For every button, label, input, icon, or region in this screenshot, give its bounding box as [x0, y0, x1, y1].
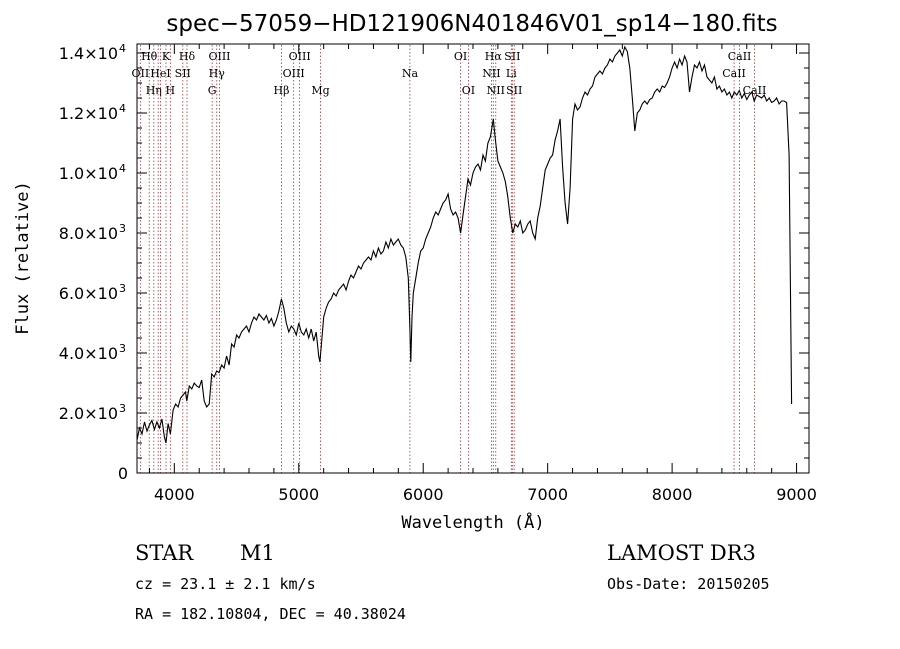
spectral-line-label: Na: [402, 67, 419, 80]
y-tick-exponent: 4: [119, 102, 126, 115]
object-class: STAR: [135, 541, 194, 565]
spectral-line-label: Li: [506, 67, 517, 80]
x-tick-label: 5000: [278, 485, 319, 504]
y-axis-label: Flux (relative): [13, 181, 33, 335]
coordinates-text: RA = 182.10804, DEC = 40.38024: [135, 605, 406, 623]
x-tick-label: 4000: [154, 485, 195, 504]
spectral-line-label: OIII: [289, 50, 311, 63]
spectral-line-label: SII: [504, 50, 520, 63]
spectral-line-label: Hα: [485, 50, 503, 63]
x-axis-label: Wavelength (Å): [401, 511, 544, 533]
spectral-line-label: H: [166, 84, 176, 97]
spectral-line-label: CaII: [743, 84, 767, 97]
redshift-text: cz = 23.1 ± 2.1 km/s: [135, 575, 316, 593]
y-tick-exponent: 3: [119, 342, 126, 355]
y-tick-label: 1.4×10: [59, 44, 118, 63]
spectral-line-label: CaII: [728, 50, 752, 63]
x-tick-label: 6000: [403, 485, 444, 504]
spectrum-line: [136, 45, 793, 444]
y-tick-exponent: 3: [119, 402, 126, 415]
y-tick-label: 0: [118, 464, 128, 483]
spectral-line-label: OIII: [283, 67, 305, 80]
spectral-line-label: Hθ: [141, 50, 158, 63]
y-tick-label: 6.0×10: [59, 284, 118, 303]
y-axis: 02.0×10 34.0×10 36.0×10 38.0×10 31.0×10 41.2×…: [59, 42, 809, 483]
y-tick-exponent: 3: [119, 222, 126, 235]
spectral-line-label: OIII: [208, 50, 230, 63]
spectral-line-labels: OII Hθ Hη HeI K H SII Hδ G Hγ OIII Hβ OIII OIII Mg Na OI…: [132, 50, 767, 97]
spectral-line-label: Hγ: [209, 67, 226, 80]
spectral-line-label: HeI: [150, 67, 170, 80]
spectral-line-label: G: [208, 84, 217, 97]
survey-name: LAMOST DR3: [607, 541, 756, 565]
spectral-line-label: Hη: [146, 84, 162, 97]
spectral-line-label: OI: [462, 84, 475, 97]
y-tick-exponent: 4: [119, 162, 126, 175]
y-tick-label: 8.0×10: [59, 224, 118, 243]
x-tick-label: 7000: [527, 485, 568, 504]
object-subclass: M1: [240, 541, 275, 565]
spectral-line-label: NII: [487, 84, 505, 97]
spectral-line-label: CaII: [722, 67, 746, 80]
spectral-line-label: Hδ: [179, 50, 196, 63]
y-tick-label: 1.2×10: [59, 104, 118, 123]
spectral-line-label: NII: [482, 67, 500, 80]
spectral-line-label: OI: [454, 50, 467, 63]
spectral-line-label: Mg: [311, 84, 329, 97]
y-tick-label: 1.0×10: [59, 164, 118, 183]
x-tick-label: 8000: [652, 485, 693, 504]
spectral-line-markers: [139, 45, 755, 473]
y-tick-label: 2.0×10: [59, 404, 118, 423]
spectral-line-label: K: [162, 50, 171, 63]
spectral-line-label: SII: [175, 67, 191, 80]
y-tick-exponent: 4: [119, 42, 126, 55]
y-tick-label: 4.0×10: [59, 344, 118, 363]
x-tick-label: 9000: [776, 485, 817, 504]
spectral-line-label: Hβ: [274, 84, 290, 97]
spectral-line-label: SII: [506, 84, 522, 97]
x-axis: 4000 5000 6000 7000 8000 9000: [148, 44, 817, 504]
chart-title: spec−57059−HD121906N401846V01_sp14−180.f…: [166, 11, 777, 37]
observation-date: Obs-Date: 20150205: [607, 575, 770, 593]
plot-frame: [136, 43, 810, 474]
spectral-line-label: OII: [132, 67, 150, 80]
y-tick-exponent: 3: [119, 282, 126, 295]
